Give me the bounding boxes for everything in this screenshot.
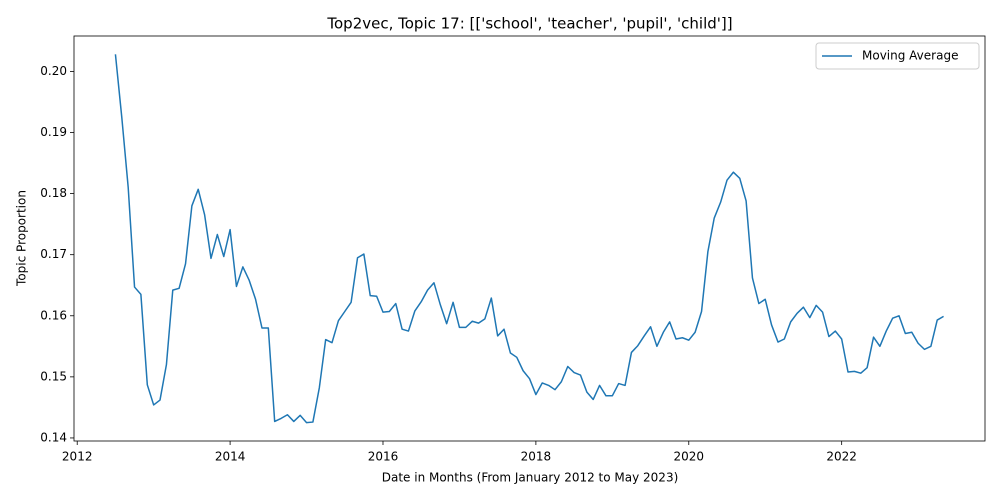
x-axis-label: Date in Months (From January 2012 to May… [382, 471, 679, 485]
legend-box [815, 42, 980, 70]
line-series [114, 54, 944, 424]
x-tick-label: 2022 [826, 450, 857, 464]
x-tick-label: 2016 [368, 450, 399, 464]
y-tick-label: 0.15 [40, 369, 67, 383]
y-tick-label: 0.14 [40, 430, 67, 444]
y-tick-label: 0.19 [40, 125, 67, 139]
y-tick-label: 0.20 [40, 64, 67, 78]
x-tick-label: 2020 [674, 450, 705, 464]
x-tick-label: 2018 [521, 450, 552, 464]
y-axis-label: Topic Proportion [15, 190, 29, 287]
y-tick-label: 0.18 [40, 186, 67, 200]
y-tick-label: 0.16 [40, 308, 67, 322]
legend-label: Moving Average [862, 49, 958, 63]
x-tick-label: 2012 [62, 450, 93, 464]
chart-title: Top2vec, Topic 17: [['school', 'teacher'… [326, 15, 732, 33]
x-tick-label: 2014 [215, 450, 246, 464]
y-tick-label: 0.17 [40, 247, 67, 261]
axes-frame [73, 35, 986, 442]
